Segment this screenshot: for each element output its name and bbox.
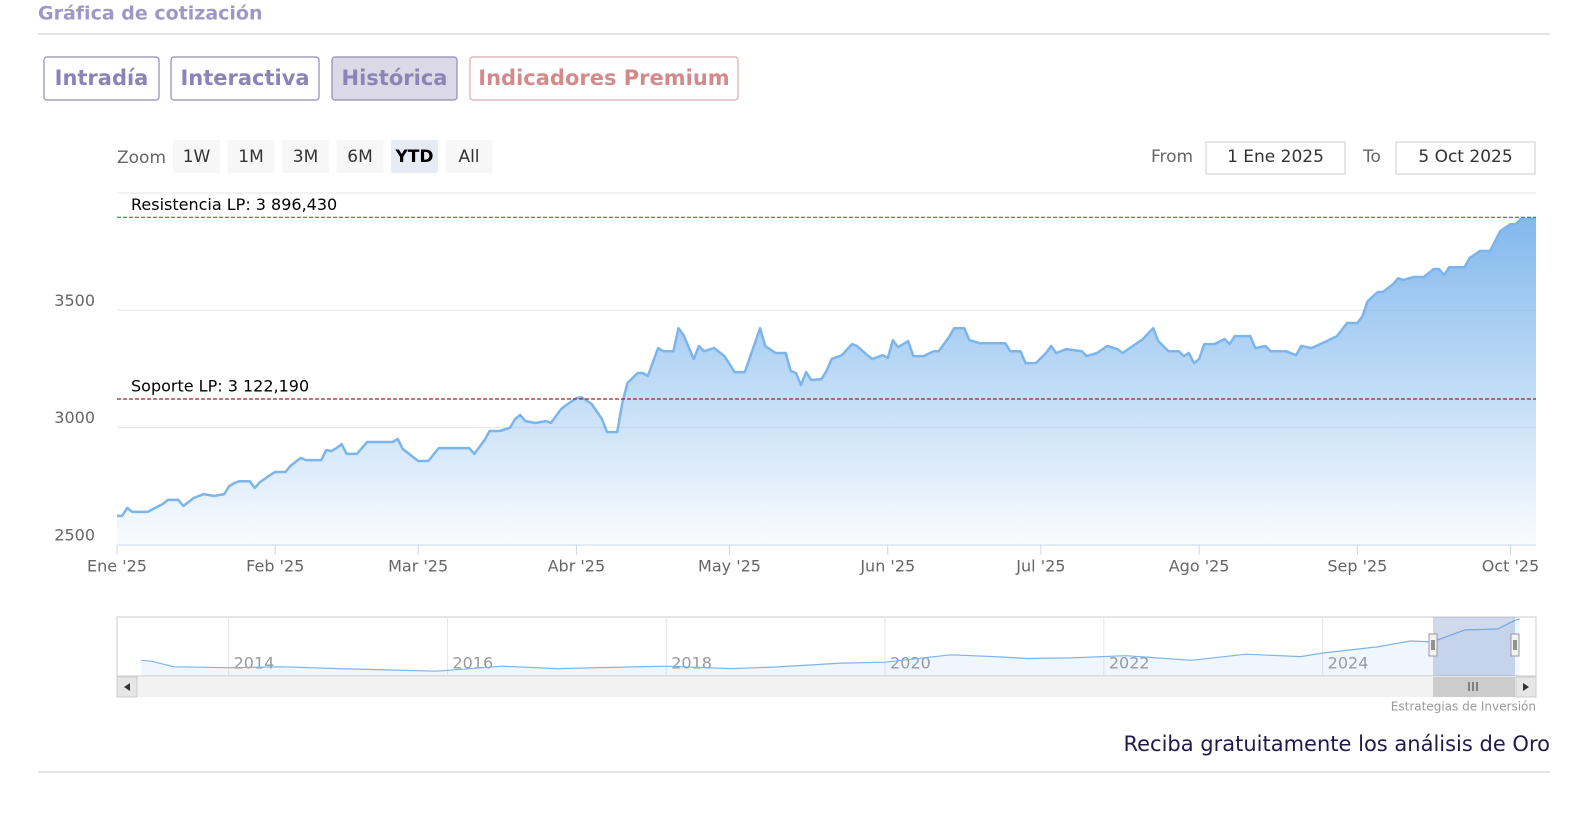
x-tick-label: 2024 — [1328, 654, 1369, 673]
price-line — [117, 216, 1537, 518]
tab-label[interactable]: Indicadores Premium — [478, 66, 729, 90]
tab-label[interactable]: Intradía — [55, 66, 149, 90]
tab-button[interactable] — [43, 56, 160, 101]
zoom-button-label[interactable]: All — [458, 147, 479, 167]
x-tick-label: Feb '25 — [246, 557, 304, 576]
credits[interactable]: Estrategias de Inversión — [1391, 700, 1536, 714]
x-tick-label: Sep '25 — [1327, 557, 1387, 576]
tab-button[interactable] — [331, 56, 458, 101]
section-title: Gráfica de cotización — [38, 3, 263, 25]
x-tick-label: 2022 — [1109, 654, 1150, 673]
navigator-handle[interactable] — [1428, 633, 1438, 657]
area-fill — [141, 619, 1520, 676]
zoom-button[interactable] — [336, 140, 384, 173]
x-tick-label: Oct '25 — [1482, 557, 1540, 576]
zoom-button-label[interactable]: 1M — [238, 147, 263, 167]
plot-line-label: Soporte LP: 3 122,190 — [131, 376, 309, 395]
plot-line-label: Resistencia LP: 3 896,430 — [131, 195, 337, 214]
date-input[interactable] — [1205, 141, 1346, 175]
date-input[interactable] — [1395, 141, 1536, 175]
zoom-button[interactable] — [173, 140, 220, 173]
scrollbar-track — [117, 677, 1536, 697]
zoom-button[interactable] — [445, 140, 493, 173]
footer-link[interactable]: Reciba gratuitamente los análisis de Oro — [1123, 732, 1550, 756]
scrollbar-thumb[interactable] — [1433, 677, 1515, 697]
x-tick-label: Abr '25 — [548, 557, 606, 576]
zoom-button[interactable] — [227, 140, 275, 173]
x-tick-label: Ago '25 — [1169, 557, 1230, 576]
x-tick-label: Ene '25 — [87, 557, 147, 576]
zoom-button-label[interactable]: 3M — [293, 147, 318, 167]
x-tick-label: Mar '25 — [388, 557, 448, 576]
tab-button[interactable] — [170, 56, 320, 101]
zoom-button[interactable] — [391, 140, 438, 173]
zoom-button-label[interactable]: 1W — [183, 147, 211, 167]
price-line — [141, 618, 1520, 672]
y-tick-label: 2500 — [54, 526, 95, 545]
y-tick-label: 3500 — [54, 291, 95, 310]
area-fill — [117, 218, 1536, 545]
tab-button[interactable] — [469, 56, 739, 101]
navigator-mask — [1433, 617, 1515, 676]
zoom-button-label[interactable]: 6M — [347, 147, 372, 167]
scroll-arrow — [1523, 683, 1529, 691]
scroll-arrow — [124, 683, 130, 691]
tab-label[interactable]: Histórica — [342, 66, 448, 90]
x-tick-label: Jun '25 — [859, 557, 915, 576]
x-tick-label: Jul '25 — [1015, 557, 1065, 576]
zoom-label: Zoom — [117, 148, 166, 168]
zoom-button[interactable] — [282, 140, 329, 173]
x-tick-label: May '25 — [698, 557, 761, 576]
tab-label[interactable]: Interactiva — [180, 66, 309, 90]
date-input-value[interactable]: 1 Ene 2025 — [1227, 147, 1324, 167]
navigator-handle[interactable] — [1510, 633, 1520, 657]
to-label: To — [1362, 147, 1381, 167]
from-label: From — [1151, 147, 1193, 167]
zoom-button-label[interactable]: YTD — [394, 147, 433, 167]
y-tick-label: 3000 — [54, 408, 95, 427]
navigator-frame — [116, 616, 1537, 677]
date-input-value[interactable]: 5 Oct 2025 — [1418, 147, 1512, 167]
